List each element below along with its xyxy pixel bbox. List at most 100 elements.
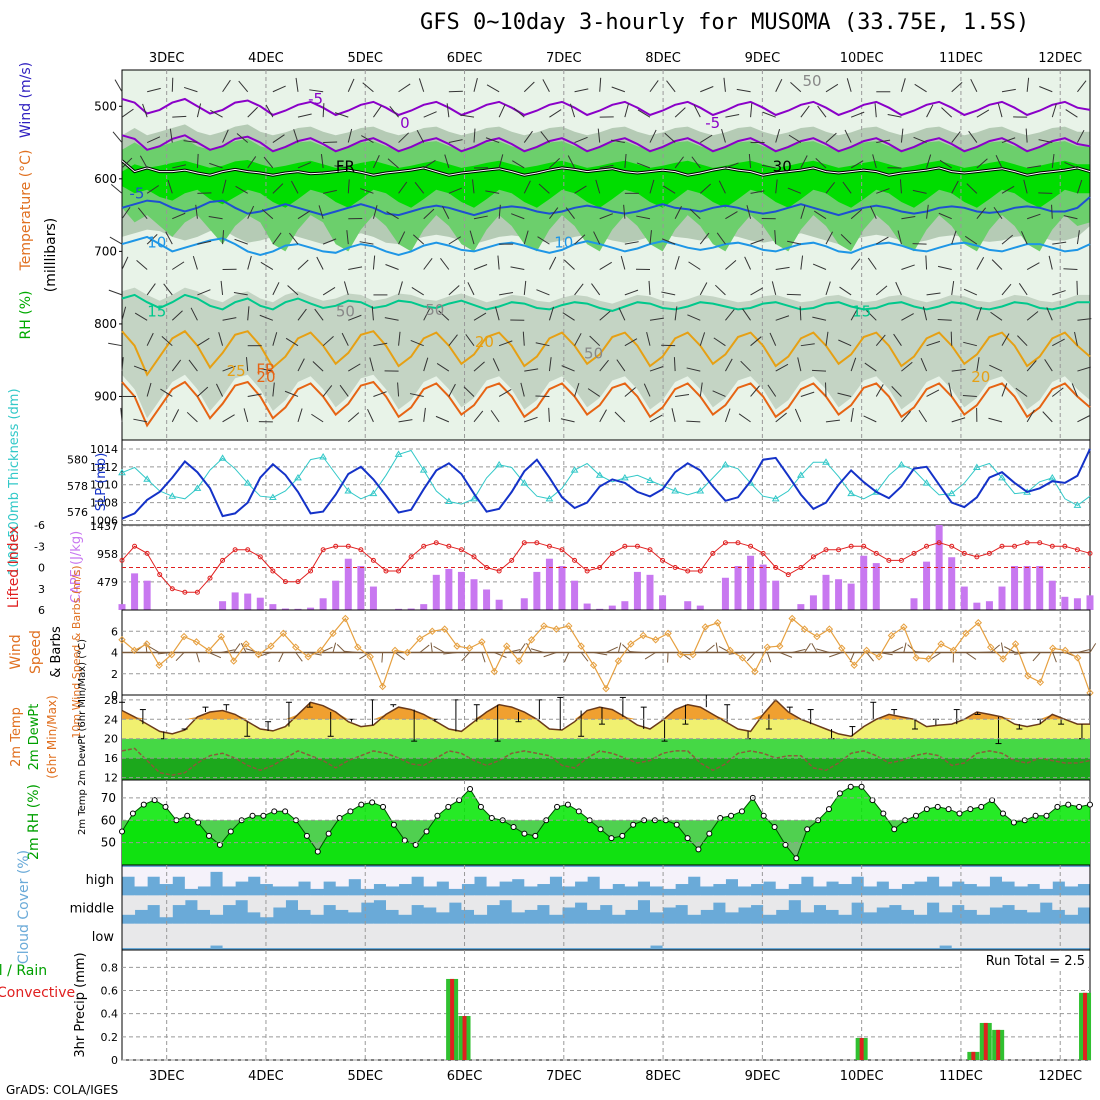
wind-barb bbox=[800, 155, 808, 169]
wind-barb bbox=[661, 291, 676, 296]
wind-barb bbox=[372, 155, 380, 169]
li-marker bbox=[207, 575, 213, 581]
wind-barb bbox=[1063, 215, 1078, 220]
cloud-gap-block bbox=[360, 895, 374, 903]
cloud-gap-block bbox=[1052, 923, 1066, 948]
wind-barb bbox=[597, 128, 601, 143]
wind-barb bbox=[1063, 268, 1078, 271]
wind-barb bbox=[869, 205, 877, 219]
wind-barb bbox=[1026, 360, 1037, 372]
wind-barb bbox=[618, 307, 626, 321]
li-marker bbox=[509, 557, 515, 563]
cloud-gap-block bbox=[725, 895, 739, 913]
wind-barb bbox=[1052, 241, 1067, 245]
thickness-marker bbox=[319, 453, 328, 460]
cloud-level-label: high bbox=[86, 873, 114, 888]
cloud-gap-block bbox=[675, 923, 689, 948]
wind-barb bbox=[146, 283, 156, 296]
wind-barb bbox=[260, 261, 274, 270]
li-marker bbox=[433, 540, 439, 546]
wind-barb bbox=[813, 210, 827, 220]
cloud-gap-block bbox=[750, 867, 764, 885]
cape-bar bbox=[558, 566, 566, 610]
wind-barb bbox=[1042, 411, 1053, 423]
cloud-gap-block bbox=[738, 895, 752, 908]
cloud-gap-block bbox=[310, 867, 324, 889]
cloud-gap-block bbox=[486, 867, 500, 887]
wind-barb bbox=[463, 386, 475, 397]
cape-bar bbox=[985, 601, 993, 610]
cloud-gap-block bbox=[461, 895, 475, 910]
wind-speed-marker bbox=[267, 642, 275, 650]
wind-barb bbox=[110, 183, 123, 194]
rh2m-marker bbox=[912, 812, 919, 819]
wind-barb bbox=[398, 331, 401, 346]
wind-barb bbox=[951, 82, 963, 93]
thickness-marker bbox=[470, 494, 478, 502]
wind-barb bbox=[599, 77, 602, 92]
wind-barb bbox=[762, 111, 776, 118]
wind-speed-marker bbox=[1061, 646, 1069, 655]
contour-label: FR bbox=[256, 361, 275, 379]
wind-barb bbox=[775, 78, 783, 92]
wind-barb bbox=[542, 79, 550, 92]
wind-speed-marker bbox=[453, 642, 461, 650]
wind-speed-marker bbox=[614, 657, 623, 665]
wind-barb bbox=[610, 139, 625, 144]
rh2m-marker bbox=[575, 808, 582, 815]
wind-barb bbox=[899, 179, 902, 194]
wind-barb bbox=[423, 407, 426, 422]
wind-axis-title: Speed bbox=[28, 630, 44, 674]
upper-air-axis-title: Wind (m/s) bbox=[18, 62, 34, 138]
li-marker bbox=[798, 565, 804, 570]
wind-barb bbox=[744, 256, 752, 270]
rh2m-marker bbox=[467, 785, 474, 792]
li-marker bbox=[785, 572, 791, 578]
wind-barb bbox=[259, 367, 273, 372]
li-marker bbox=[257, 554, 263, 560]
surface-wind-barb bbox=[816, 648, 830, 653]
precip-convective-bar bbox=[983, 1022, 988, 1060]
wind-barb bbox=[787, 240, 801, 245]
wind-barb bbox=[874, 103, 877, 118]
wind-barb bbox=[548, 256, 557, 270]
contour-label: 20 bbox=[475, 333, 494, 351]
wind-speed-marker bbox=[540, 622, 548, 630]
rh2m-marker bbox=[1043, 812, 1050, 819]
wind-speed-marker bbox=[155, 661, 163, 669]
cloud-gap-block bbox=[687, 867, 701, 877]
wind-speed-marker bbox=[465, 644, 474, 652]
cloud-gap-block bbox=[574, 867, 588, 882]
rh2m-marker bbox=[956, 810, 963, 817]
wind-barb bbox=[498, 204, 501, 219]
wind-barb bbox=[448, 187, 463, 194]
wind-barb bbox=[359, 241, 374, 245]
li-marker bbox=[132, 543, 138, 549]
wind-barb bbox=[121, 108, 134, 118]
surface-wind-barb bbox=[278, 652, 284, 663]
cape-bar bbox=[759, 564, 767, 610]
thickness-marker bbox=[268, 493, 277, 501]
wind-barb bbox=[649, 366, 664, 372]
wind-barb bbox=[498, 389, 512, 397]
wind-barb bbox=[490, 410, 500, 423]
surface-wind-barb bbox=[914, 651, 929, 653]
cloud-gap-block bbox=[411, 923, 425, 948]
rh2m-marker bbox=[380, 803, 387, 810]
wind-barb bbox=[850, 160, 864, 169]
surface-wind-barb bbox=[245, 648, 259, 653]
wind-barb bbox=[343, 281, 349, 296]
wind-speed-marker bbox=[503, 642, 511, 650]
cape-bar bbox=[545, 558, 553, 610]
li-marker bbox=[383, 568, 389, 574]
wind-barb bbox=[1048, 255, 1053, 270]
wind-barb bbox=[398, 231, 406, 245]
wind-barb bbox=[1064, 162, 1078, 169]
wind-barb bbox=[774, 230, 777, 245]
wind-barb bbox=[636, 215, 651, 220]
cape-bar bbox=[797, 604, 805, 610]
wind-barb bbox=[362, 82, 374, 93]
rh2m-marker bbox=[195, 819, 202, 826]
wind-barb bbox=[1052, 338, 1065, 347]
wind-barb bbox=[210, 109, 223, 118]
